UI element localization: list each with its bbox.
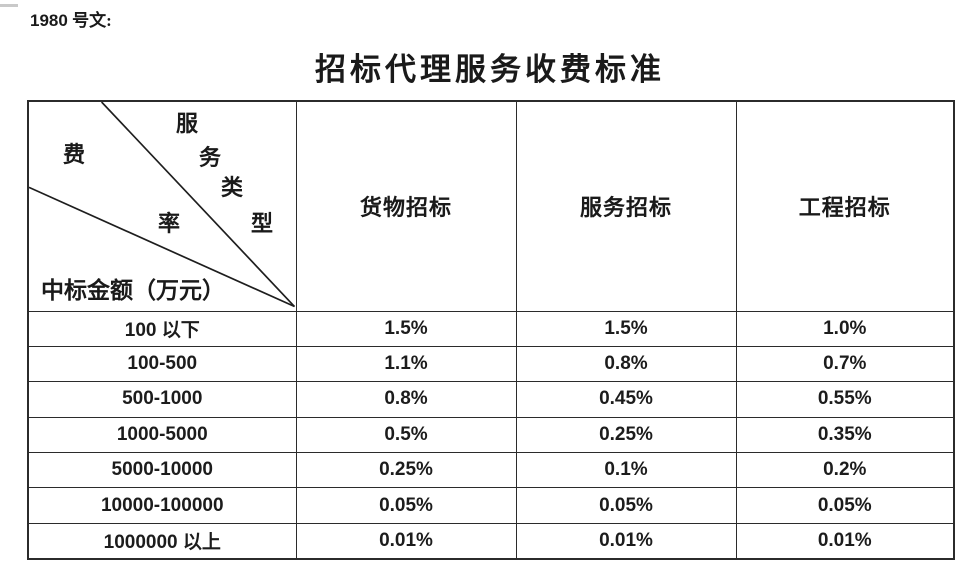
corner-service-char-1: 服 xyxy=(176,111,199,136)
fee-value: 0.45% xyxy=(515,381,737,418)
page-edge-artifact xyxy=(0,4,18,7)
fee-value: 0.05% xyxy=(735,487,955,524)
fee-value: 0.1% xyxy=(515,452,737,489)
table-row: 500-1000 0.8% 0.45% 0.55% xyxy=(27,381,955,418)
corner-rate-char: 率 xyxy=(158,211,181,236)
corner-service-char-4: 型 xyxy=(251,211,274,236)
corner-row-axis-label: 中标金额（万元） xyxy=(41,277,225,303)
fee-value: 0.55% xyxy=(735,381,955,418)
diagonal-divider-lines xyxy=(29,102,295,308)
fee-value: 0.05% xyxy=(515,487,737,524)
fee-value: 0.05% xyxy=(295,487,517,524)
fee-value: 0.25% xyxy=(515,416,737,454)
fee-standard-table: 费 率 服 务 类 型 中标金额（万元） 货物招标 服务招标 工程招标 100 … xyxy=(27,100,955,560)
column-header-service-bidding: 服务招标 xyxy=(515,100,737,312)
row-label: 1000000 以上 xyxy=(27,522,297,560)
row-label: 10000-100000 xyxy=(27,487,297,524)
table-row: 10000-100000 0.05% 0.05% 0.05% xyxy=(27,487,955,524)
table-row: 1000-5000 0.5% 0.25% 0.35% xyxy=(27,416,955,454)
page-title: 招标代理服务收费标准 xyxy=(315,52,665,87)
table-row: 100 以下 1.5% 1.5% 1.0% xyxy=(27,310,955,347)
fee-value: 0.8% xyxy=(295,381,517,418)
fee-value: 0.35% xyxy=(735,416,955,454)
doc-ref: 1980 号文: xyxy=(30,6,112,31)
row-label: 5000-10000 xyxy=(27,452,297,489)
fee-value: 0.2% xyxy=(735,452,955,489)
fee-value: 1.5% xyxy=(515,310,737,347)
corner-header-cell: 费 率 服 务 类 型 中标金额（万元） xyxy=(27,100,297,312)
column-header-goods-bidding: 货物招标 xyxy=(295,100,517,312)
fee-value: 0.01% xyxy=(515,522,737,560)
fee-value: 0.7% xyxy=(735,345,955,383)
fee-value: 0.5% xyxy=(295,416,517,454)
table-row: 100-500 1.1% 0.8% 0.7% xyxy=(27,345,955,383)
fee-value: 0.25% xyxy=(295,452,517,489)
fee-value: 1.1% xyxy=(295,345,517,383)
fee-value: 1.5% xyxy=(295,310,517,347)
fee-value: 0.01% xyxy=(295,522,517,560)
fee-value: 1.0% xyxy=(735,310,955,347)
table-row: 5000-10000 0.25% 0.1% 0.2% xyxy=(27,452,955,489)
row-label: 500-1000 xyxy=(27,381,297,418)
table-header-row: 费 率 服 务 类 型 中标金额（万元） 货物招标 服务招标 工程招标 xyxy=(27,100,955,312)
table-row: 1000000 以上 0.01% 0.01% 0.01% xyxy=(27,522,955,560)
fee-value: 0.8% xyxy=(515,345,737,383)
corner-fee-char: 费 xyxy=(63,142,86,167)
doc-ref-number: 1980 xyxy=(30,11,68,30)
row-label: 1000-5000 xyxy=(27,416,297,454)
corner-service-char-3: 类 xyxy=(221,175,244,200)
column-header-works-bidding: 工程招标 xyxy=(735,100,955,312)
row-label: 100 以下 xyxy=(27,310,297,347)
fee-value: 0.01% xyxy=(735,522,955,560)
row-label: 100-500 xyxy=(27,345,297,383)
corner-service-char-2: 务 xyxy=(199,145,222,170)
doc-ref-suffix: 号文: xyxy=(67,11,112,30)
